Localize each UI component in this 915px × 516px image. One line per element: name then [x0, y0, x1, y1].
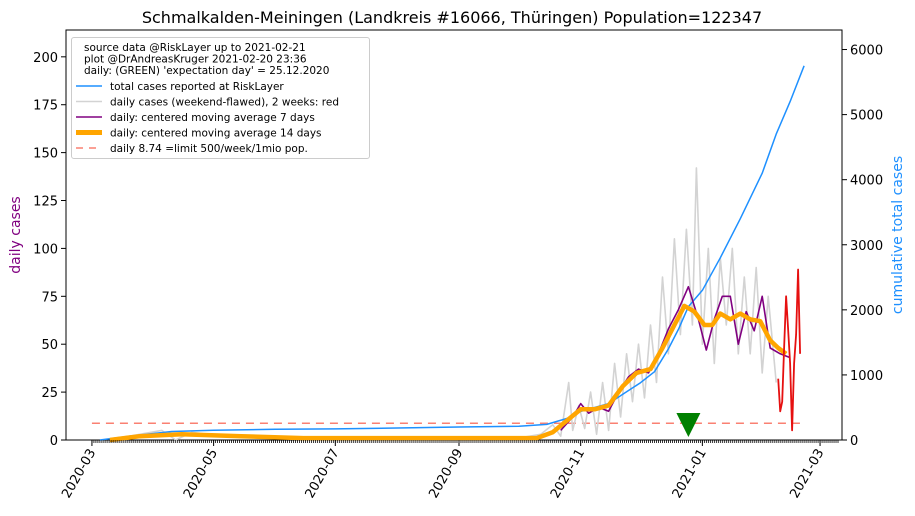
expectation-day-marker: [676, 413, 701, 437]
legend-label: total cases reported at RiskLayer: [110, 81, 284, 93]
left-tick-label: 150: [33, 147, 58, 162]
marker-layer: [676, 413, 701, 437]
series-line-4: [777, 268, 801, 432]
series-layer: [99, 65, 805, 443]
right-tick-label: 4000: [850, 174, 883, 189]
legend-info-line: plot @DrAndreasKruger 2021-02-20 23:36: [84, 54, 307, 66]
legend-label: daily 8.74 =limit 500/week/1mio pop.: [110, 143, 308, 155]
left-tick-label: 50: [41, 338, 58, 353]
chart-title: Schmalkalden-Meiningen (Landkreis #16066…: [142, 8, 762, 27]
left-tick-label: 125: [33, 195, 58, 210]
right-tick-label: 3000: [850, 239, 883, 254]
x-tick-label: 2020-09: [426, 447, 466, 502]
right-tick-label: 2000: [850, 304, 883, 319]
left-tick-label: 0: [50, 434, 58, 449]
left-tick-label: 75: [41, 290, 58, 305]
left-tick-label: 25: [41, 386, 58, 401]
legend-label: daily: centered moving average 7 days: [110, 112, 315, 124]
left-tick-label: 100: [33, 242, 58, 257]
right-tick-label: 1000: [850, 369, 883, 384]
legend-info-line: source data @RiskLayer up to 2021-02-21: [84, 42, 306, 54]
legend-info-line: daily: (GREEN) 'expectation day' = 25.12…: [84, 65, 329, 77]
series-line-3: [109, 303, 788, 443]
x-tick-label: 2021-01: [670, 447, 710, 502]
legend-label: daily cases (weekend-flawed), 2 weeks: r…: [110, 97, 339, 109]
legend-label: daily: centered moving average 14 days: [110, 128, 322, 140]
left-tick-label: 200: [33, 51, 58, 66]
right-tick-label: 5000: [850, 109, 883, 124]
legend: source data @RiskLayer up to 2021-02-21 p…: [71, 37, 370, 159]
x-tick-label: 2020-07: [303, 447, 343, 502]
left-axis: 0 25 50 75 100 125 150 175 200: [33, 51, 66, 449]
right-tick-label: 6000: [850, 44, 883, 59]
right-axis-label: cumulative total cases: [890, 156, 906, 314]
left-axis-label: daily cases: [8, 196, 24, 273]
x-tick-label: 2020-03: [59, 447, 99, 502]
x-tick-label: 2020-11: [548, 447, 588, 502]
left-tick-label: 175: [33, 99, 58, 114]
legend-entries: source data @RiskLayer up to 2021-02-21p…: [76, 42, 339, 155]
right-tick-label: 0: [850, 434, 858, 449]
right-axis: 0 1000 2000 3000 4000 5000 6000: [842, 44, 883, 449]
x-tick-label: 2021-03: [787, 447, 827, 502]
x-tick-label: 2020-05: [181, 447, 221, 502]
x-axis: 2020-03 2020-05 2020-07 2020-09 2020-11 2021-…: [59, 440, 839, 502]
